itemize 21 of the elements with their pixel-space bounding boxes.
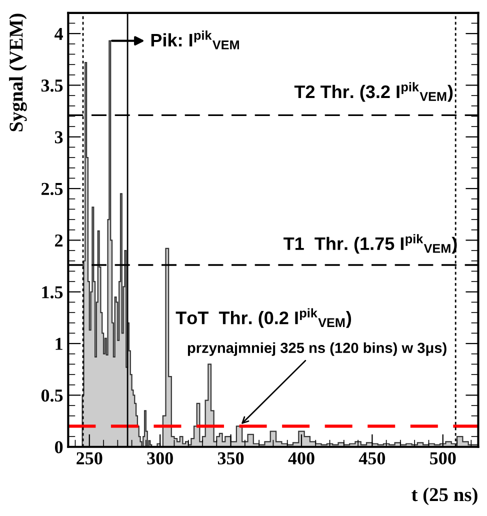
y-tick-label: 0.5 [41, 389, 63, 402]
x-tick-label: 450 [358, 452, 386, 464]
annotation: Pik: I$^{pik}$$_{VEM}$ [151, 30, 239, 50]
annotation: T2 Thr. (3.2 I$^{pik}$$_{VEM}$) [294, 82, 453, 102]
x-tick-label: 350 [218, 452, 244, 464]
y-tick-label: 3 [54, 131, 63, 144]
y-tick-label: 0 [54, 441, 63, 454]
y-tick-label: 2.5 [42, 182, 63, 196]
y-tick-label: 2 [55, 234, 63, 246]
annotation: przynajmniej 325 ns (120 bins) w 3μs) [188, 342, 446, 356]
annotation: ToT Thr. (0.2 I$^{pik}$$_{VEM}$) [176, 308, 352, 328]
x-tick-label: 500 [430, 452, 456, 464]
y-tick-label: 1.5 [42, 286, 63, 298]
y-tick-label: 1 [56, 338, 62, 350]
x-tick-label: 300 [147, 452, 173, 464]
y-axis-title: Sygnal (VEM) [9, 14, 27, 132]
x-axis-title: t (25 ns) [412, 488, 478, 506]
y-tick-label: 3.5 [41, 80, 63, 92]
x-tick-label: 250 [76, 452, 102, 464]
x-tick-label: 400 [288, 452, 314, 464]
y-tick-label: 4 [54, 28, 63, 40]
